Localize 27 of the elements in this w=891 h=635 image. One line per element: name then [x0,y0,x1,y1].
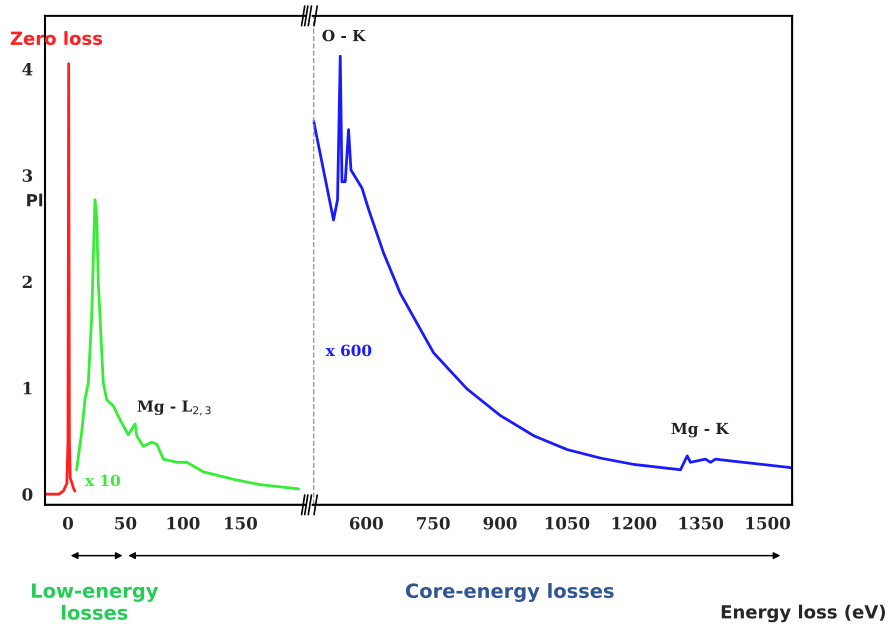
annotation: x 10 [84,474,120,486]
y-tick-label: 4 [22,62,33,76]
y-tick-label: 2 [22,276,32,288]
y-tick-label: 0 [22,488,32,501]
text: Core-energy losses [406,583,614,602]
y-tick-label: 1 [24,382,32,394]
annotation: Mg - L$_{2,3}$ [138,400,211,416]
text: Low-energy losses [32,584,158,620]
x-tick-label: 100 [168,516,200,530]
y-tick-label: 3 [22,169,32,182]
annotation: Mg - K [671,422,730,438]
x-tick-label: 150 [225,516,257,530]
x-tick-label: 50 [115,516,136,530]
x-axis-title: Energy loss (eV) [722,604,885,622]
line-series [75,198,300,490]
x-tick-label: 900 [484,516,517,530]
x-tick-label: 1350 [680,516,724,530]
x-tick-label: 1500 [746,516,790,530]
line-series [44,62,76,496]
x-tick-label: 0 [62,516,73,530]
x-tick-label: 1200 [612,516,656,530]
x-tick-label: 600 [350,516,383,530]
x-tick-label: 750 [417,516,450,530]
x-tick-label: 1050 [546,516,590,530]
y-axis-title: Pl [27,194,42,206]
annotation: O - K [322,30,366,42]
annotation: x 600 [326,344,372,356]
